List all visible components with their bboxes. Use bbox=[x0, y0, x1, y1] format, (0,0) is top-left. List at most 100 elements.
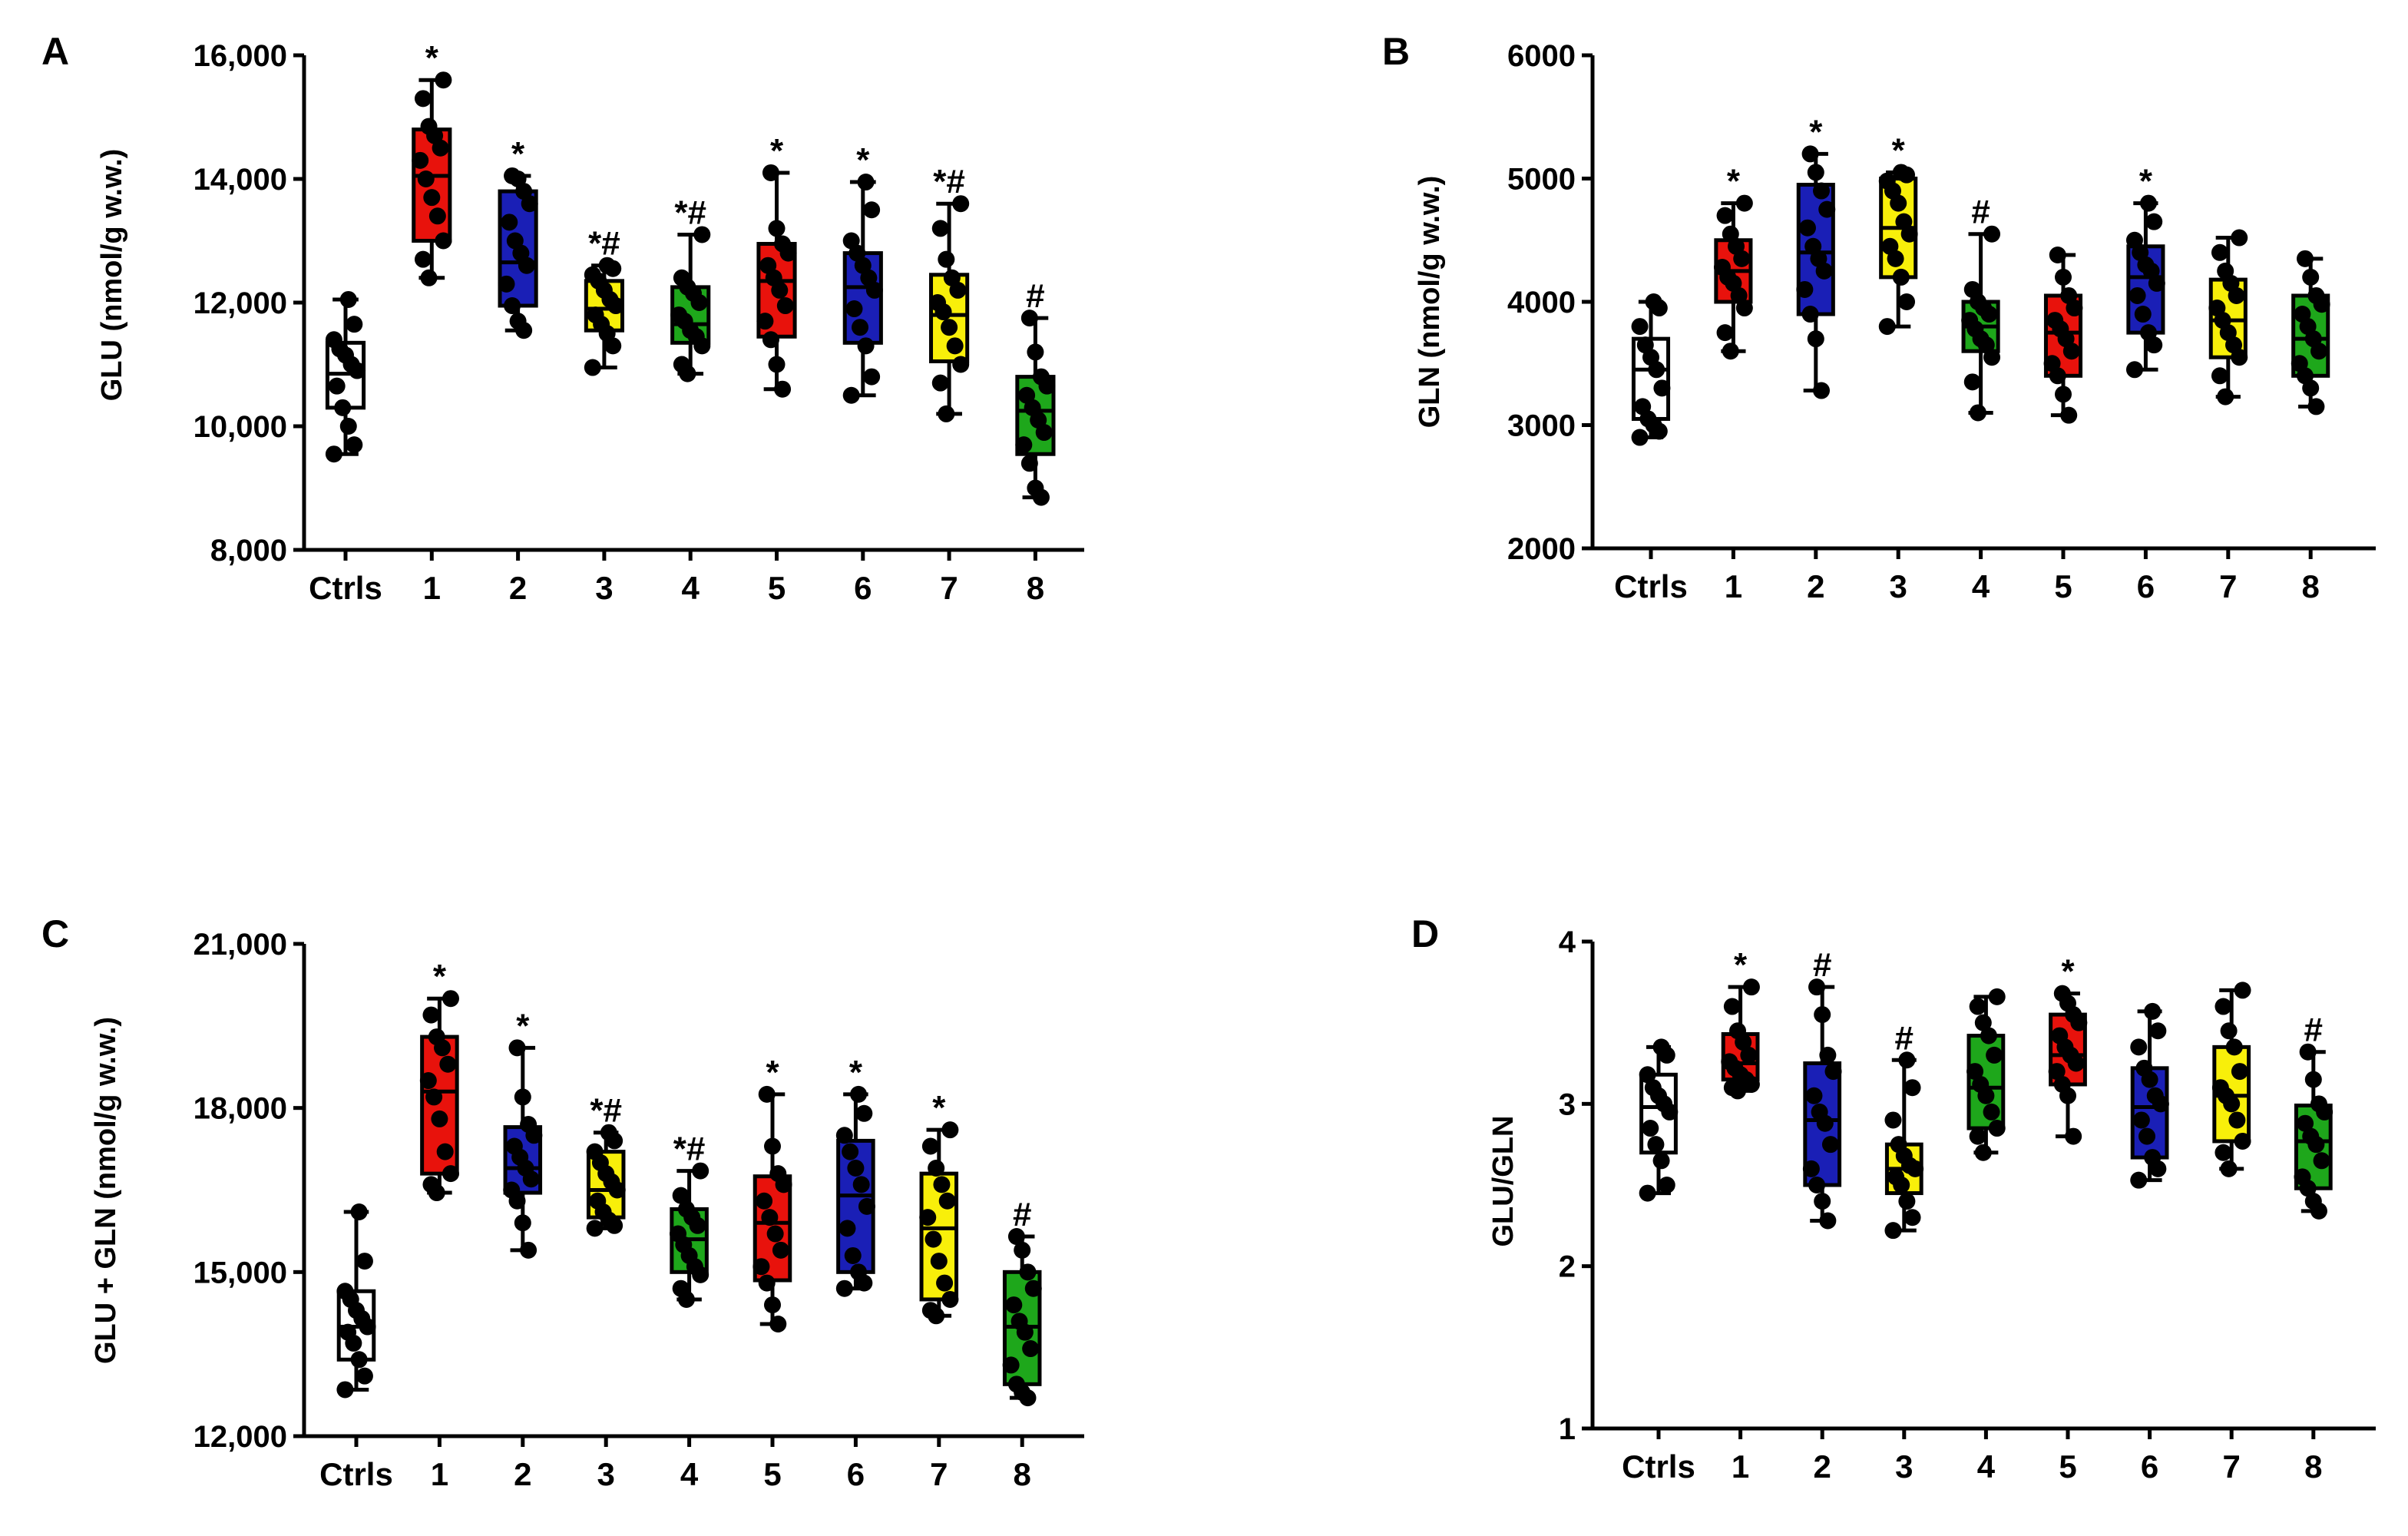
data-point bbox=[844, 1246, 862, 1264]
data-point bbox=[2307, 398, 2325, 415]
data-point bbox=[600, 1124, 617, 1141]
x-tick-label: 4 bbox=[680, 1456, 699, 1492]
x-tick-label: 1 bbox=[1725, 568, 1742, 604]
significance-marker: # bbox=[1013, 1196, 1031, 1233]
data-point bbox=[584, 359, 601, 376]
data-point bbox=[1639, 1066, 1656, 1084]
data-point bbox=[586, 1220, 604, 1237]
data-point bbox=[1963, 280, 1981, 298]
data-point bbox=[508, 1039, 526, 1057]
data-point bbox=[1808, 1177, 1826, 1193]
data-point bbox=[339, 290, 357, 308]
data-point bbox=[2214, 998, 2232, 1015]
data-point bbox=[842, 232, 860, 250]
data-point bbox=[1824, 1063, 1842, 1081]
data-point bbox=[412, 151, 429, 169]
data-point bbox=[328, 377, 346, 395]
significance-marker: # bbox=[1971, 194, 1990, 231]
data-point bbox=[504, 167, 521, 184]
data-point bbox=[1969, 1127, 1986, 1145]
significance-marker: * bbox=[511, 135, 525, 173]
data-point bbox=[1818, 200, 1836, 218]
x-tick-label: 3 bbox=[595, 570, 613, 606]
x-tick-label: 8 bbox=[1014, 1456, 1031, 1492]
data-point bbox=[2217, 262, 2234, 280]
data-point bbox=[2228, 1111, 2246, 1129]
data-point bbox=[670, 306, 688, 324]
data-point bbox=[325, 445, 342, 463]
data-point bbox=[835, 1279, 853, 1297]
data-point bbox=[1014, 1241, 1031, 1259]
data-point bbox=[1742, 978, 1760, 996]
y-tick-label: 1 bbox=[1559, 1412, 1576, 1446]
data-point bbox=[863, 368, 881, 386]
data-point bbox=[1645, 293, 1662, 310]
y-tick-label: 4 bbox=[1559, 925, 1576, 959]
data-point bbox=[762, 331, 779, 349]
significance-marker: * bbox=[856, 141, 870, 179]
y-tick-label: 18,000 bbox=[194, 1092, 287, 1126]
data-point bbox=[769, 1165, 787, 1183]
y-tick-label: 4000 bbox=[1507, 286, 1576, 319]
x-tick-label: 6 bbox=[847, 1456, 865, 1492]
y-tick-label: 12,000 bbox=[194, 286, 287, 320]
data-point bbox=[2130, 1038, 2148, 1056]
panel-d: D GLU/GLN 1 2 3 4 Ctrls 1 * 2 #3 #4 5 * 6 7 8 # bbox=[1411, 912, 2376, 1485]
data-point bbox=[928, 1160, 945, 1177]
significance-marker: *# bbox=[590, 1092, 622, 1130]
data-point bbox=[2140, 324, 2158, 342]
y-tick-label: 10,000 bbox=[194, 410, 287, 444]
data-point bbox=[752, 1258, 770, 1276]
data-point bbox=[857, 174, 875, 191]
data-point bbox=[1723, 998, 1741, 1015]
data-point bbox=[2304, 1071, 2322, 1088]
data-point bbox=[346, 436, 363, 454]
data-point bbox=[941, 319, 958, 336]
significance-marker: * bbox=[770, 132, 784, 170]
data-point bbox=[842, 1143, 859, 1160]
data-point bbox=[2294, 1168, 2311, 1186]
data-point bbox=[2225, 1038, 2243, 1056]
data-point bbox=[2234, 982, 2251, 999]
data-point bbox=[346, 316, 363, 333]
data-point bbox=[1007, 1228, 1025, 1246]
data-point bbox=[1652, 1038, 1670, 1056]
data-point bbox=[506, 232, 524, 250]
data-point bbox=[768, 356, 786, 373]
panel-b-letter: B bbox=[1382, 30, 1410, 73]
data-point bbox=[1642, 1120, 1659, 1137]
data-point bbox=[850, 1263, 868, 1281]
y-tick-label: 2000 bbox=[1507, 532, 1576, 566]
data-point bbox=[2220, 1160, 2238, 1177]
data-point bbox=[1022, 1340, 1040, 1358]
data-point bbox=[501, 214, 518, 231]
data-point bbox=[336, 1283, 354, 1300]
data-point bbox=[847, 1160, 865, 1177]
data-point bbox=[673, 269, 690, 286]
data-point bbox=[1819, 1046, 1837, 1064]
data-point bbox=[350, 1203, 368, 1220]
data-point bbox=[589, 1192, 607, 1210]
data-point bbox=[693, 226, 711, 243]
significance-marker: * bbox=[1734, 946, 1748, 984]
data-point bbox=[1636, 336, 1654, 354]
data-point bbox=[2055, 268, 2072, 286]
data-point bbox=[756, 313, 774, 330]
data-point bbox=[1986, 1046, 2003, 1064]
data-point bbox=[1740, 1046, 1758, 1064]
significance-marker: *# bbox=[673, 1130, 706, 1168]
data-point bbox=[946, 337, 964, 355]
data-point bbox=[1652, 1152, 1670, 1170]
data-point bbox=[1972, 1075, 1990, 1093]
data-point bbox=[598, 257, 616, 274]
data-point bbox=[1988, 1120, 2006, 1137]
data-point bbox=[2060, 406, 2078, 424]
data-point bbox=[1721, 1053, 1738, 1071]
significance-marker: * bbox=[1892, 131, 1906, 169]
data-point bbox=[1027, 479, 1044, 497]
data-point bbox=[672, 1279, 690, 1297]
data-point bbox=[2291, 355, 2308, 372]
data-point bbox=[514, 1214, 531, 1232]
data-point bbox=[842, 386, 860, 404]
data-point bbox=[2149, 1022, 2167, 1040]
